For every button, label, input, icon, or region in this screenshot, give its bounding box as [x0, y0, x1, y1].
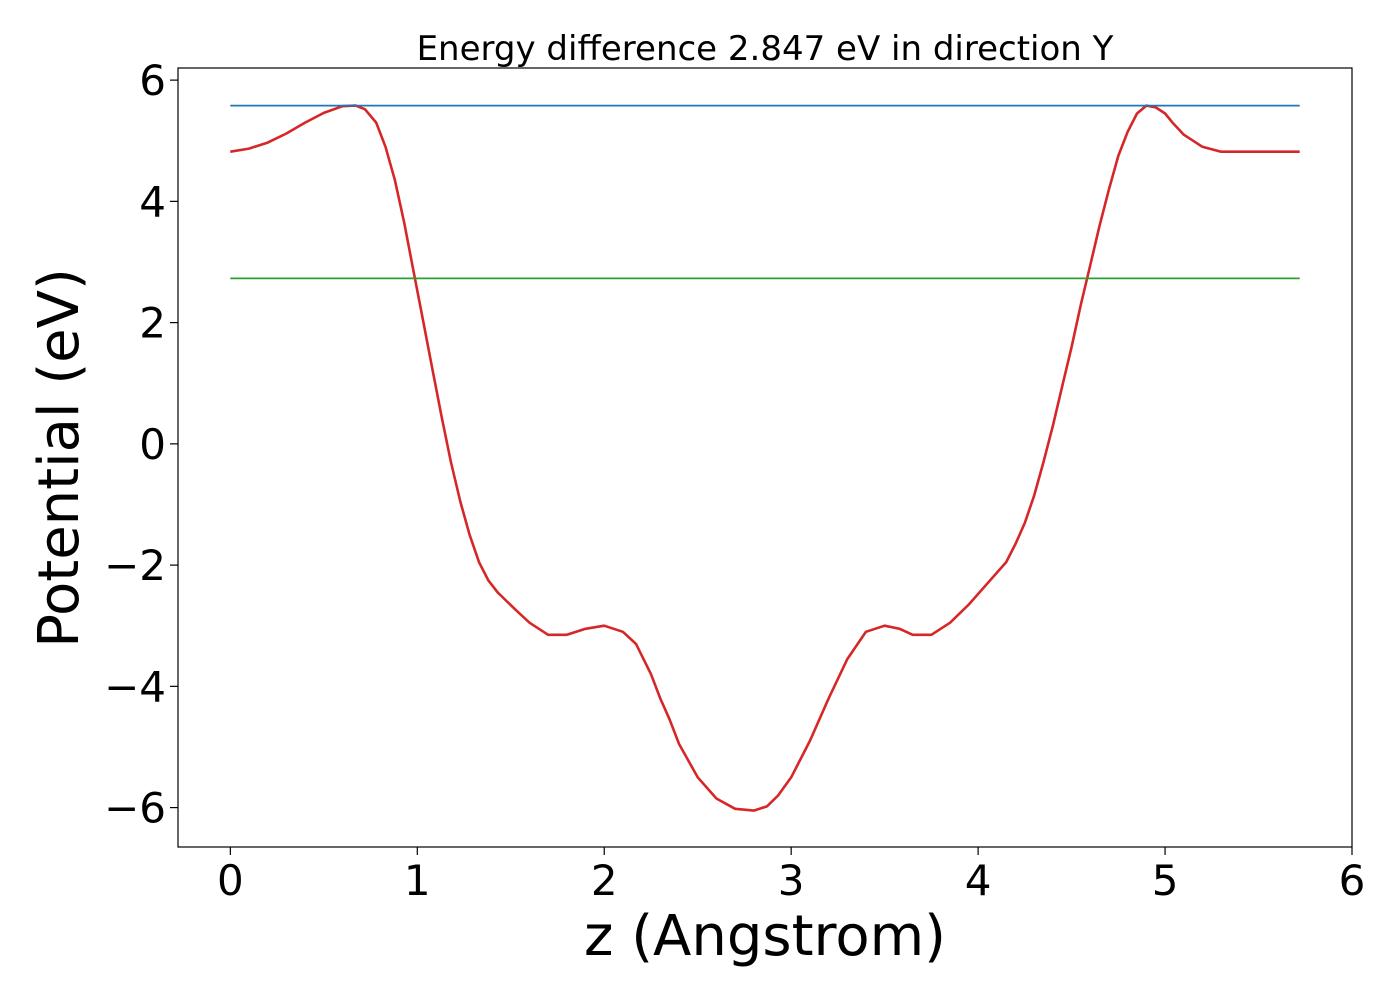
- y-tick-label: 4: [139, 177, 166, 226]
- x-axis-label: z (Angstrom): [584, 904, 946, 969]
- x-tick-label: 3: [778, 856, 805, 905]
- y-tick-label: 2: [139, 299, 166, 348]
- y-axis: −6 −4 −2 0 2 4 6: [104, 56, 178, 833]
- plot-frame: [177, 67, 1353, 848]
- chart-title: Energy difference 2.847 eV in direction …: [417, 29, 1114, 69]
- x-tick-label: 1: [404, 856, 431, 905]
- y-tick-label: 0: [139, 420, 166, 469]
- x-tick-label: 0: [217, 856, 244, 905]
- y-tick-label: −6: [104, 784, 166, 833]
- y-axis-label: Potential (eV): [27, 268, 92, 648]
- series-line-0: [230, 104, 1300, 812]
- y-tick-label: 6: [139, 56, 166, 105]
- x-tick-label: 2: [591, 856, 618, 905]
- x-tick-label: 5: [1152, 856, 1179, 905]
- x-tick-label: 4: [965, 856, 992, 905]
- x-axis: 0 1 2 3 4 5 6: [217, 847, 1365, 905]
- plot-area: [177, 67, 1353, 848]
- y-tick-label: −4: [104, 662, 166, 711]
- x-tick-label: 6: [1339, 856, 1366, 905]
- y-tick-label: −2: [104, 541, 166, 590]
